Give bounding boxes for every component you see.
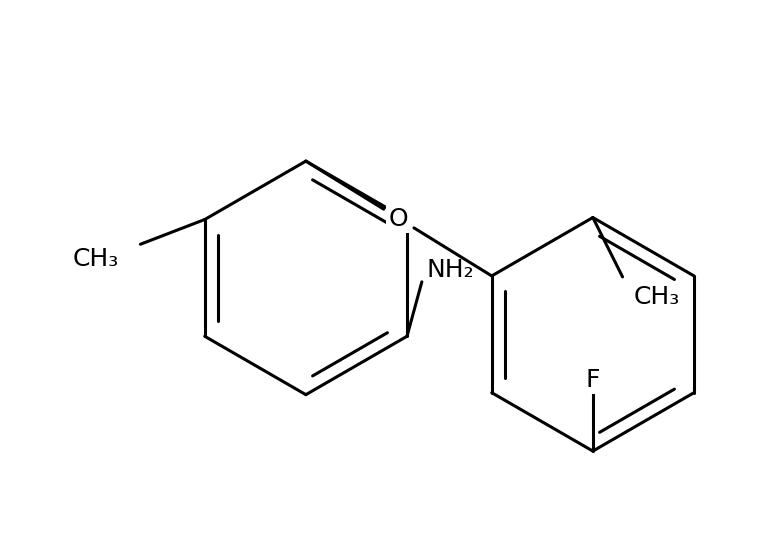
Text: CH₃: CH₃ (73, 247, 119, 271)
Text: O: O (389, 207, 408, 231)
Text: F: F (586, 368, 600, 392)
Text: CH₃: CH₃ (634, 285, 680, 309)
Text: NH₂: NH₂ (427, 258, 475, 282)
